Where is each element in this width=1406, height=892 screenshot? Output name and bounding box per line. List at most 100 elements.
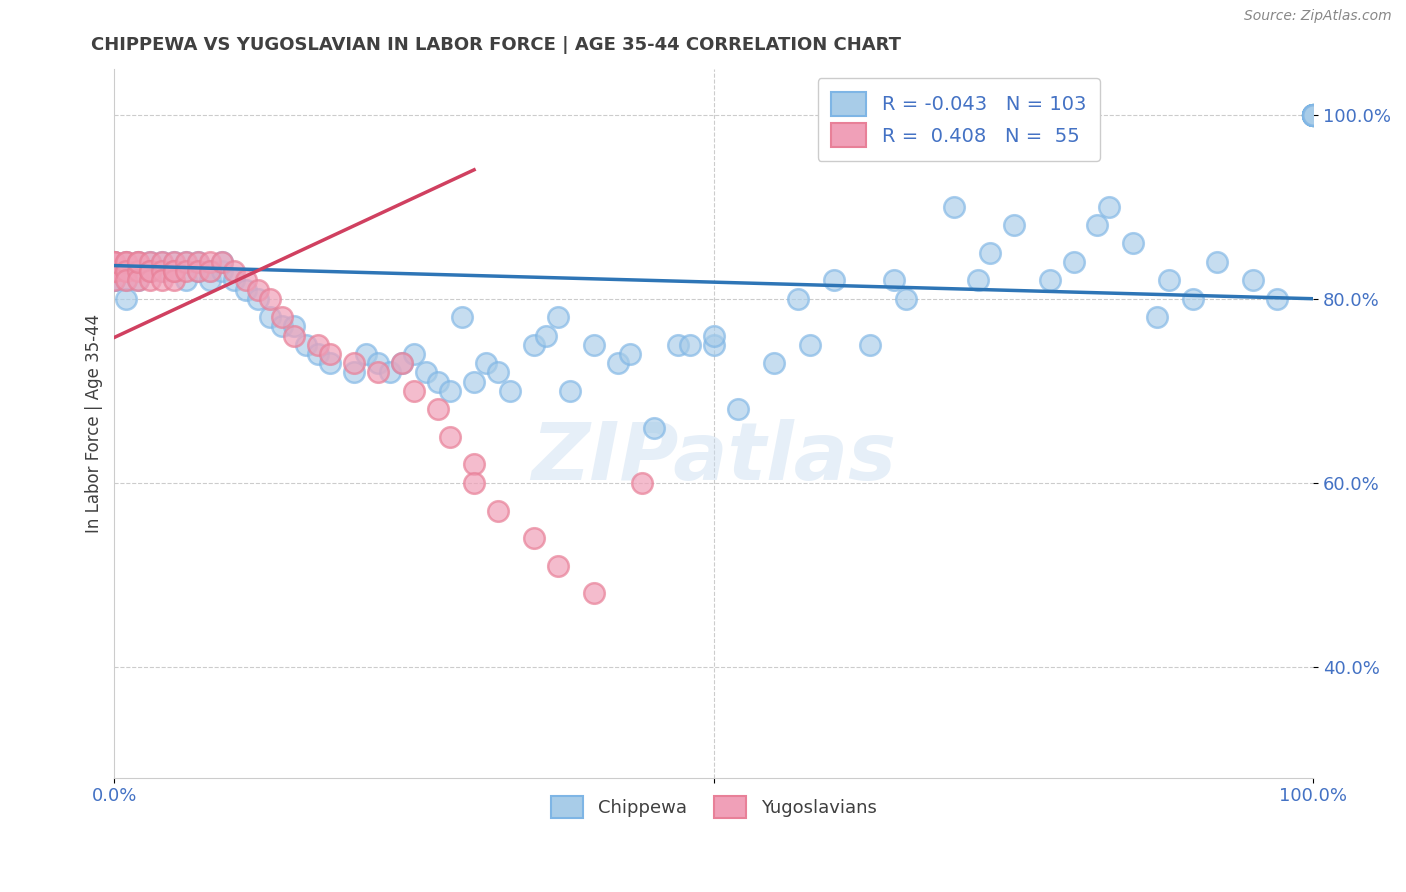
Point [703, 338, 725, 352]
Point [224, 273, 246, 287]
Point [115, 292, 138, 306]
Point [127, 255, 149, 269]
Point [1302, 107, 1324, 121]
Point [200, 255, 222, 269]
Point [103, 264, 125, 278]
Point [200, 264, 222, 278]
Point [235, 273, 257, 287]
Point [1302, 107, 1324, 121]
Point [319, 356, 342, 370]
Point [187, 264, 209, 278]
Point [139, 273, 162, 287]
Text: ZIPatlas: ZIPatlas [531, 419, 897, 498]
Point [1302, 107, 1324, 121]
Y-axis label: In Labor Force | Age 35-44: In Labor Force | Age 35-44 [86, 313, 103, 533]
Point [1098, 200, 1121, 214]
Point [415, 365, 437, 379]
Point [1302, 107, 1324, 121]
Point [163, 255, 186, 269]
Point [427, 375, 450, 389]
Point [475, 356, 498, 370]
Point [103, 255, 125, 269]
Point [103, 273, 125, 287]
Point [703, 328, 725, 343]
Point [103, 255, 125, 269]
Point [211, 255, 233, 269]
Point [127, 255, 149, 269]
Point [1302, 107, 1324, 121]
Point [463, 375, 485, 389]
Point [115, 264, 138, 278]
Point [499, 384, 522, 398]
Point [163, 273, 186, 287]
Point [666, 338, 689, 352]
Point [354, 347, 377, 361]
Point [200, 264, 222, 278]
Point [679, 338, 702, 352]
Point [150, 273, 173, 287]
Point [427, 402, 450, 417]
Point [127, 255, 149, 269]
Point [1302, 107, 1324, 121]
Point [127, 273, 149, 287]
Point [1302, 107, 1324, 121]
Point [150, 264, 173, 278]
Point [404, 347, 426, 361]
Point [1146, 310, 1168, 325]
Point [103, 264, 125, 278]
Point [1182, 292, 1205, 306]
Point [224, 264, 246, 278]
Point [439, 384, 461, 398]
Point [103, 255, 125, 269]
Point [115, 264, 138, 278]
Point [1302, 107, 1324, 121]
Point [115, 255, 138, 269]
Point [391, 356, 413, 370]
Point [786, 292, 808, 306]
Text: Source: ZipAtlas.com: Source: ZipAtlas.com [1244, 9, 1392, 23]
Point [271, 319, 294, 334]
Point [942, 200, 965, 214]
Point [283, 328, 305, 343]
Point [163, 264, 186, 278]
Point [139, 264, 162, 278]
Point [606, 356, 628, 370]
Point [187, 255, 209, 269]
Point [200, 273, 222, 287]
Point [463, 475, 485, 490]
Point [127, 273, 149, 287]
Point [799, 338, 821, 352]
Point [295, 338, 318, 352]
Point [343, 356, 366, 370]
Point [1302, 107, 1324, 121]
Point [176, 273, 198, 287]
Point [1038, 273, 1060, 287]
Point [558, 384, 581, 398]
Point [115, 255, 138, 269]
Point [894, 292, 917, 306]
Point [150, 255, 173, 269]
Point [439, 430, 461, 444]
Point [163, 255, 186, 269]
Point [139, 255, 162, 269]
Point [966, 273, 988, 287]
Point [115, 273, 138, 287]
Point [187, 264, 209, 278]
Point [307, 338, 329, 352]
Point [367, 356, 389, 370]
Point [247, 292, 270, 306]
Point [547, 558, 569, 573]
Point [103, 255, 125, 269]
Point [259, 310, 281, 325]
Point [523, 338, 546, 352]
Point [1302, 107, 1324, 121]
Point [1302, 107, 1324, 121]
Point [486, 503, 509, 517]
Point [319, 347, 342, 361]
Point [176, 255, 198, 269]
Point [1302, 107, 1324, 121]
Point [139, 264, 162, 278]
Point [1122, 236, 1144, 251]
Point [103, 273, 125, 287]
Point [619, 347, 641, 361]
